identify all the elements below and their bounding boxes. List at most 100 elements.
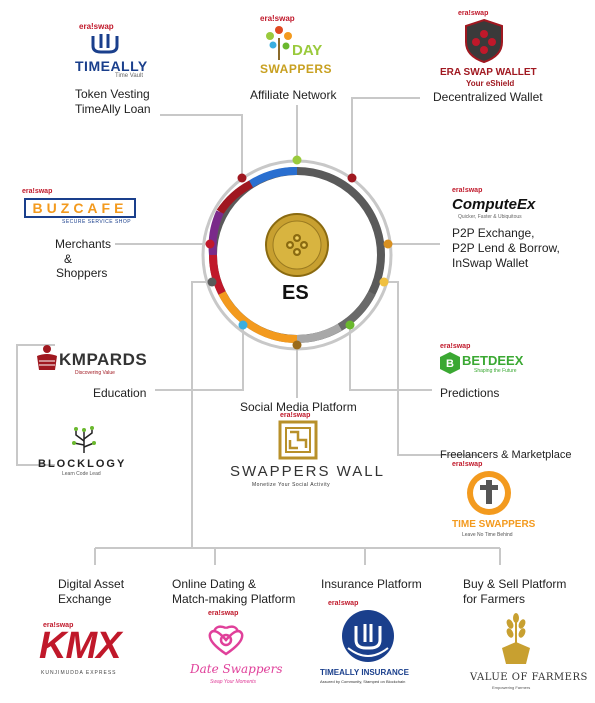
- dateswappers-logo[interactable]: era!swap Date Swappers Swap Your Moments: [190, 610, 283, 690]
- connector-edu-bracket: [16, 344, 55, 466]
- wheat-icon: [502, 613, 530, 664]
- dateswappers-sub: Swap Your Moments: [210, 679, 257, 685]
- kmx-caption-1: Digital Asset: [58, 577, 125, 591]
- blocklogy-sub: Learn Code Lead: [62, 471, 101, 477]
- education-caption: Education: [93, 386, 147, 400]
- dot-wallet: [347, 173, 357, 183]
- timeally-icon: [91, 34, 119, 54]
- eraswap-brand: era!swap: [43, 622, 74, 629]
- buzcafe-logo[interactable]: era!swap BUZCAFE SECURE SERVICE SHOP: [22, 188, 142, 228]
- dot-education: [238, 320, 248, 330]
- computeex-logo-text: ComputeEx: [452, 196, 536, 213]
- hub-label: ES: [282, 282, 309, 304]
- dot-dayswappers: [292, 155, 302, 165]
- connector-timeswappers: [384, 281, 480, 456]
- connector-bottom-trunk: [191, 281, 212, 548]
- kmpards-logo[interactable]: KMPARDS Discovering Value: [35, 340, 148, 380]
- eraswap-brand: era!swap: [79, 22, 114, 31]
- eraswap-brand: era!swap: [328, 600, 359, 607]
- hearts-knot-icon: [208, 625, 244, 656]
- svg-text:B: B: [446, 358, 454, 370]
- valueoffarmers-logo-text: VALUE OF FARMERS: [470, 672, 588, 683]
- kmx-logo-text: KMX: [39, 625, 121, 667]
- kmpards-icon: [37, 345, 57, 370]
- computeex-caption-2: P2P Lend & Borrow,: [452, 241, 560, 255]
- dot-timeswappers: [379, 277, 389, 287]
- eswallet-logo-text: ERA SWAP WALLET: [440, 67, 537, 78]
- shield-icon: [465, 18, 503, 64]
- dot-swapperswall: [292, 340, 302, 350]
- kmx-caption-2: Exchange: [58, 592, 112, 606]
- valueoffarmers-sub: Empowering Farmers: [492, 685, 531, 690]
- betdeex-icon: B: [440, 352, 460, 374]
- insurance-sub: Assured by Community, Stamped on Blockch…: [320, 679, 406, 684]
- dot-buzcafe: [205, 239, 215, 249]
- computeex-sub: Quicker, Faster & Ubiquitous: [458, 214, 522, 220]
- dot-trunk: [207, 277, 217, 287]
- eraswap-brand: era!swap: [260, 14, 295, 23]
- era-swap-coin: [265, 213, 329, 277]
- kmpards-sub: Discovering Value: [75, 370, 115, 376]
- farmers-caption-1: Buy & Sell Platform: [463, 577, 567, 591]
- eraswap-brand: era!swap: [458, 10, 489, 17]
- clock-t-icon: [467, 471, 511, 515]
- computeex-caption-1: P2P Exchange,: [452, 226, 535, 240]
- buzcafe-caption-1: Merchants: [54, 237, 112, 251]
- kmx-logo[interactable]: era!swap KMX KUNJIMUDDA EXPRESS: [35, 622, 150, 682]
- buzcafe-caption-2: &: [63, 252, 72, 266]
- timeally-caption-2: TimeAlly Loan: [75, 102, 151, 116]
- buzcafe-logo-text: BUZCAFE: [24, 198, 136, 218]
- buzcafe-caption-3: Shoppers: [56, 266, 108, 280]
- swapperswall-logo[interactable]: era!swap SWAPPERS WALL Monetize Your Soc…: [228, 412, 383, 492]
- eraswap-brand: era!swap: [280, 412, 311, 419]
- kmx-sub: KUNJIMUDDA EXPRESS: [41, 670, 117, 676]
- timeally-logo-text: TIMEALLY: [75, 58, 148, 74]
- dayswappers-logo[interactable]: era!swap DAY SWAPPERS: [258, 14, 340, 84]
- farmers-caption-2: for Farmers: [463, 592, 526, 606]
- connector-betdeex: [349, 325, 432, 391]
- swapperswall-logo-text: SWAPPERS WALL: [230, 463, 385, 480]
- circuit-tree-icon: [72, 426, 96, 453]
- dot-computeex: [383, 239, 393, 249]
- eswallet-caption: Decentralized Wallet: [433, 90, 543, 104]
- buzcafe-sub: SECURE SERVICE SHOP: [62, 219, 132, 225]
- timeally-logo[interactable]: era!swap TIMEALLY Time Vault: [75, 22, 155, 82]
- swapperswall-sub: Monetize Your Social Activity: [252, 482, 331, 488]
- computeex-logo[interactable]: era!swap ComputeEx Quicker, Faster & Ubi…: [452, 187, 552, 225]
- insurance-logo[interactable]: era!swap TIMEALLY INSURANCE Assured by C…: [320, 600, 430, 692]
- valueoffarmers-logo[interactable]: VALUE OF FARMERS Empowering Farmers: [470, 612, 587, 692]
- eraswap-brand: era!swap: [22, 188, 53, 195]
- timeswappers-sub: Leave No Time Behind: [462, 532, 513, 538]
- eswallet-logo[interactable]: era!swap ERA SWAP WALLET Your eShield: [440, 10, 540, 88]
- dateswappers-caption-1: Online Dating &: [172, 577, 257, 591]
- blocklogy-logo-text: BLOCKLOGY: [38, 458, 127, 470]
- dateswappers-caption-2: Match-making Platform: [172, 592, 296, 606]
- timeally-sub: Time Vault: [115, 73, 144, 79]
- kmpards-logo-text: KMPARDS: [59, 350, 148, 369]
- insurance-logo-text: TIMEALLY INSURANCE: [320, 668, 409, 677]
- eraswap-brand: era!swap: [452, 187, 483, 194]
- connector-education: [155, 325, 244, 391]
- dot-betdeex: [345, 320, 355, 330]
- swapperswall-caption: Social Media Platform: [240, 400, 357, 414]
- dayswappers-caption: Affiliate Network: [250, 88, 337, 102]
- eswallet-sub: Your eShield: [466, 79, 515, 88]
- tree-icon: [266, 26, 292, 60]
- dayswappers-logo-2: SWAPPERS: [260, 62, 333, 76]
- connector-timeally: [160, 114, 243, 178]
- dayswappers-logo-1: DAY: [292, 42, 323, 59]
- betdeex-logo[interactable]: era!swap B BETDEEX Shaping the Future: [438, 343, 538, 375]
- swapperswall-icon: [278, 420, 318, 460]
- blocklogy-logo[interactable]: BLOCKLOGY Learn Code Lead: [38, 425, 150, 477]
- timeswappers-logo[interactable]: era!swap TIME SWAPPERS Leave No Time Beh…: [448, 461, 548, 541]
- insurance-shield-icon: [342, 610, 394, 662]
- dot-timeally: [237, 173, 247, 183]
- connector-wallet: [351, 97, 420, 178]
- colored-ring: [208, 166, 385, 344]
- betdeex-caption: Predictions: [440, 386, 500, 400]
- computeex-caption-3: InSwap Wallet: [452, 256, 529, 270]
- dateswappers-logo-text: Date Swappers: [190, 662, 283, 676]
- eraswap-brand: era!swap: [208, 610, 239, 617]
- timeswappers-caption: Freelancers & Marketplace: [440, 449, 572, 461]
